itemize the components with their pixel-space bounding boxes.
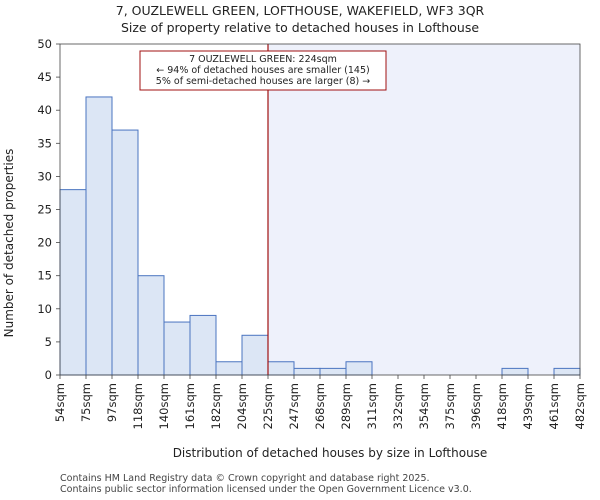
bar-54sqm <box>59 189 87 376</box>
bar-289sqm <box>345 361 373 376</box>
x-ticks: 54sqm 75sqm 97sqm 118sqm 140sqm 161sqm 182sqm 2… <box>53 375 587 429</box>
highlight-region <box>268 44 580 375</box>
x-tick-label: 418sqm <box>495 383 509 429</box>
chart-subtitle: Size of property relative to detached ho… <box>121 20 479 35</box>
bar-204sqm <box>241 334 269 376</box>
y-tick-label: 40 <box>37 103 52 117</box>
bars-group <box>59 96 581 376</box>
x-tick-label: 161sqm <box>183 383 197 429</box>
x-tick-label: 118sqm <box>131 383 145 429</box>
y-tick-label: 30 <box>37 169 52 183</box>
footer-line-2: Contains public sector information licen… <box>60 484 472 495</box>
x-tick-label: 97sqm <box>105 383 119 422</box>
bar-268sqm <box>319 367 347 376</box>
bar-225sqm <box>267 361 295 376</box>
x-tick-label: 247sqm <box>287 383 301 429</box>
annotation-frame <box>139 50 387 91</box>
y-tick-label: 15 <box>37 269 52 283</box>
x-tick-label: 75sqm <box>79 383 93 422</box>
x-tick-label: 482sqm <box>573 383 587 429</box>
y-tick-label: 25 <box>37 203 52 217</box>
x-tick-label: 289sqm <box>339 383 353 429</box>
annotation-line-3: 5% of semi-detached houses are larger (8… <box>156 76 370 87</box>
x-tick-label: 396sqm <box>469 383 483 429</box>
bar-247sqm <box>293 367 321 376</box>
x-tick-label: 439sqm <box>521 383 535 429</box>
y-axis-label: Number of detached properties <box>2 149 16 338</box>
y-tick-label: 0 <box>45 368 52 382</box>
bar-118sqm <box>137 275 165 376</box>
bar-418sqm <box>501 367 529 376</box>
x-axis-label: Distribution of detached houses by size … <box>173 446 488 460</box>
bar-140sqm <box>163 321 191 376</box>
bar-182sqm <box>215 361 243 376</box>
annotation-line-2: ← 94% of detached houses are smaller (14… <box>156 65 369 76</box>
x-tick-label: 204sqm <box>235 383 249 429</box>
x-tick-label: 461sqm <box>547 383 561 429</box>
y-ticks: 0 5 10 15 20 25 30 35 40 45 50 <box>37 37 60 382</box>
bar-461sqm <box>553 367 581 376</box>
bar-75sqm <box>85 96 113 376</box>
x-tick-label: 225sqm <box>261 383 275 429</box>
annotation-box: 7 OUZLEWELL GREEN: 224sqm ← 94% of detac… <box>139 50 387 91</box>
bar-97sqm <box>111 129 139 376</box>
y-tick-label: 20 <box>37 236 52 250</box>
x-tick-label: 354sqm <box>417 383 431 429</box>
x-tick-label: 268sqm <box>313 383 327 429</box>
x-tick-label: 311sqm <box>365 383 379 429</box>
y-tick-label: 35 <box>37 136 52 150</box>
y-tick-label: 5 <box>45 335 52 349</box>
chart-title: 7, OUZLEWELL GREEN, LOFTHOUSE, WAKEFIELD… <box>116 3 485 18</box>
x-tick-label: 182sqm <box>209 383 223 429</box>
bar-161sqm <box>189 314 217 376</box>
x-tick-label: 54sqm <box>53 383 67 422</box>
x-tick-label: 332sqm <box>391 383 405 429</box>
annotation-line-1: 7 OUZLEWELL GREEN: 224sqm <box>189 54 337 65</box>
y-tick-label: 45 <box>37 70 52 84</box>
y-tick-label: 50 <box>37 37 52 51</box>
x-tick-label: 140sqm <box>157 383 171 429</box>
y-tick-label: 10 <box>37 302 52 316</box>
footer-line-1: Contains HM Land Registry data © Crown c… <box>60 473 430 484</box>
x-tick-label: 375sqm <box>443 383 457 429</box>
